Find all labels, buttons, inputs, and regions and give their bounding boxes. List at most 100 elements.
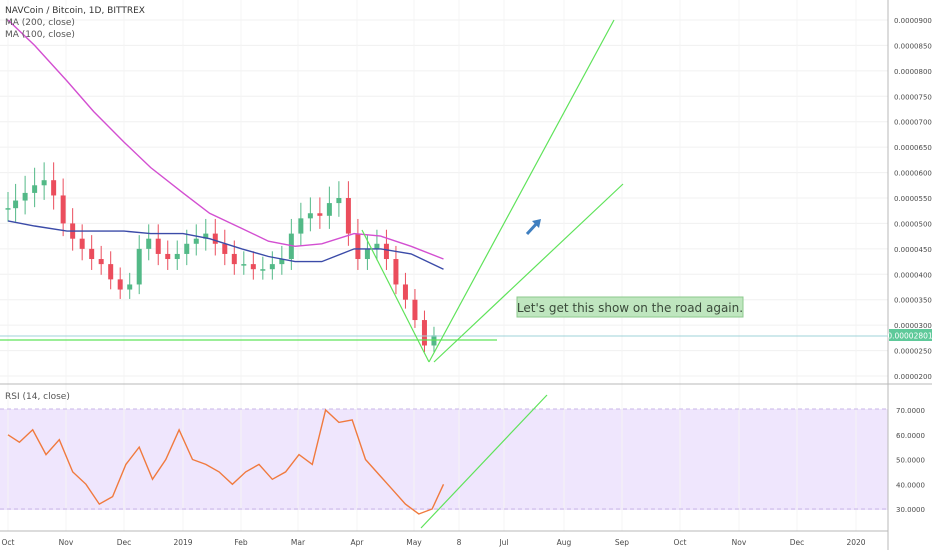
rsi-tick-label: 30.0000: [896, 506, 925, 514]
shallow-uptrend-line: [433, 183, 624, 363]
grid-layer: [0, 0, 888, 531]
time-tick-label: 2020: [846, 538, 865, 547]
price-tag: 0.00002801: [887, 332, 932, 341]
rsi-tick-label: 70.0000: [896, 407, 925, 415]
rsi-tick-label: 50.0000: [896, 457, 925, 465]
candle-body: [241, 264, 247, 266]
downtrend-line: [361, 229, 430, 363]
rsi-tick-label: 40.0000: [896, 481, 925, 489]
candle-body: [307, 213, 313, 219]
candle-body: [412, 299, 418, 321]
candle-body: [279, 259, 285, 265]
time-tick-label: May: [406, 538, 422, 547]
legend-title: NAVCoin / Bitcoin, 1D, BITTREX: [5, 6, 145, 16]
candle-body: [41, 180, 47, 186]
time-axis[interactable]: Oct Nov Dec 2019 Feb Mar Apr May 8 Jul Aug Sep Oct No…: [2, 538, 866, 547]
time-tick-label: 2019: [173, 538, 192, 547]
legend-ma200: MA (200, close): [5, 18, 75, 28]
time-tick-label: Oct: [2, 538, 15, 547]
time-tick-label: Nov: [732, 538, 747, 547]
annotation-text: Let's get this show on the road again.: [517, 301, 743, 315]
candle-body: [374, 243, 380, 249]
candle-body: [364, 248, 370, 260]
candle-body: [298, 218, 304, 234]
rsi-uptrend-line: [420, 394, 548, 529]
time-tick-label: 8: [457, 538, 462, 547]
candle-body: [345, 198, 351, 234]
candle-body: [5, 208, 11, 210]
candle-body: [108, 264, 114, 280]
price-tag-box: [889, 329, 932, 341]
rsi-tick-label: 60.0000: [896, 432, 925, 440]
trendlines: [0, 19, 888, 529]
rsi-axis[interactable]: 70.0000 60.0000 50.0000 40.0000 30.0000: [896, 407, 925, 514]
up-arrow-icon: [525, 219, 541, 236]
time-tick-label: Dec: [117, 538, 132, 547]
candle-body: [98, 259, 104, 265]
time-tick-label: Oct: [674, 538, 687, 547]
candle-body: [193, 238, 199, 244]
candle-body: [355, 233, 361, 260]
candle-body: [136, 248, 142, 285]
candle-body: [13, 200, 19, 209]
candle-body: [231, 253, 237, 265]
candles-layer: [5, 162, 437, 353]
candle-body: [127, 284, 133, 290]
time-tick-label: Dec: [790, 538, 805, 547]
legend-rsi: RSI (14, close): [5, 392, 70, 402]
candle-body: [212, 233, 218, 244]
rsi-line: [7, 408, 445, 515]
candle-body: [32, 185, 38, 193]
candle-body: [288, 233, 294, 260]
candle-body: [222, 243, 228, 254]
candle-body: [402, 284, 408, 300]
candle-body: [117, 279, 123, 290]
candle-body: [146, 238, 152, 249]
time-tick-label: Feb: [234, 538, 248, 547]
time-tick-label: Sep: [615, 538, 629, 547]
candle-body: [421, 320, 427, 346]
price-panel: [0, 0, 888, 384]
time-tick-label: Mar: [291, 538, 306, 547]
rsi-band-lines: [0, 408, 888, 510]
price-tick-label: 0.00002000: [894, 373, 932, 381]
legend-ma100: MA (100, close): [5, 30, 75, 40]
candle-body: [326, 203, 332, 216]
legend: NAVCoin / Bitcoin, 1D, BITTREX MA (200, …: [5, 6, 145, 402]
candle-body: [203, 233, 209, 239]
candle-body: [383, 243, 389, 260]
ma100-line: [7, 220, 444, 270]
ma200-line: [7, 19, 444, 260]
time-tick-label: Nov: [59, 538, 74, 547]
time-tick-label: Jul: [498, 538, 508, 547]
candle-body: [51, 180, 57, 196]
rsi-overbought-band: [0, 409, 888, 510]
candle-body: [184, 243, 190, 254]
rsi-series: [7, 408, 445, 515]
moving-averages: [7, 19, 444, 270]
candle-body: [260, 269, 266, 271]
candle-body: [336, 198, 342, 204]
candle-body: [269, 264, 275, 270]
candle-body: [22, 192, 28, 201]
candle-body: [317, 213, 323, 216]
candle-body: [155, 238, 161, 254]
candle-body: [89, 248, 95, 260]
annotation-box[interactable]: [516, 296, 744, 318]
candle-body: [174, 253, 180, 260]
